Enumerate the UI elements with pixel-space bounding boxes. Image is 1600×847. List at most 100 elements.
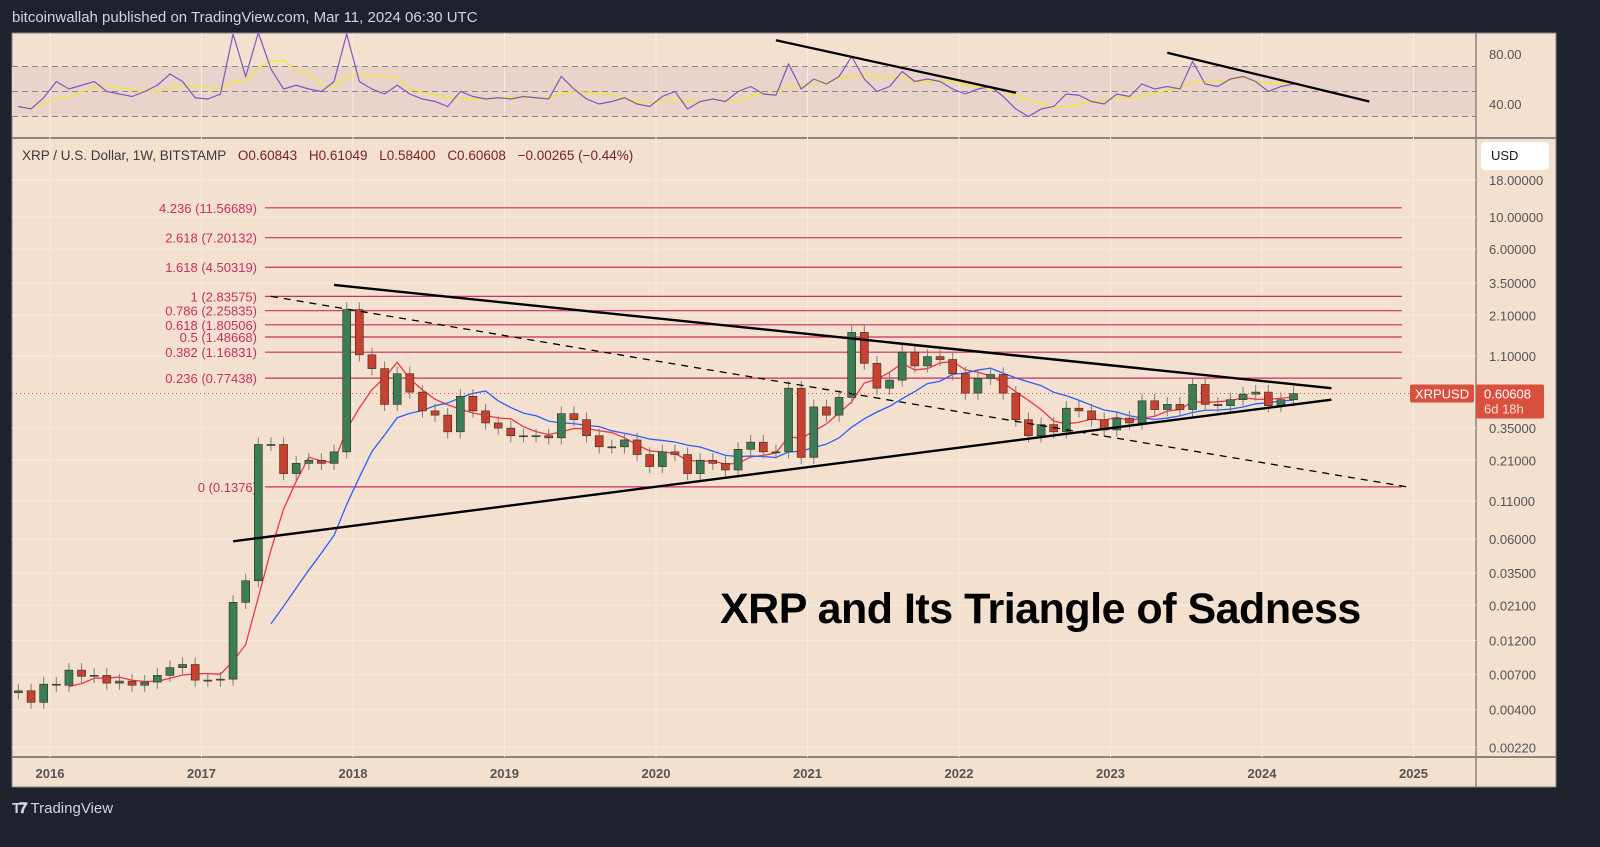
candle: [1251, 384, 1260, 401]
candle: [1074, 401, 1084, 418]
price-axis-label: 0.00700: [1489, 667, 1536, 682]
candle-body: [64, 669, 74, 686]
time-axis-label: 2024: [1248, 766, 1278, 781]
candle: [1011, 385, 1021, 427]
candle: [481, 403, 490, 430]
candle-body: [506, 427, 516, 437]
rsi-trendline: [775, 39, 1017, 94]
candle: [165, 660, 175, 683]
fib-level-label: 0.236 (0.77438): [165, 371, 257, 386]
candle-body: [658, 451, 667, 467]
time-axis-label: 2023: [1096, 766, 1125, 781]
candle-body: [759, 441, 768, 453]
candle: [961, 366, 970, 400]
fib-level-label: 1 (2.83575): [191, 289, 258, 304]
fib-level-label: 0.786 (2.25835): [165, 304, 257, 319]
candle-body: [695, 459, 705, 474]
candle: [1087, 403, 1096, 427]
candle: [519, 428, 528, 443]
candle-body: [796, 387, 806, 458]
candle-body: [986, 374, 995, 379]
price-tag-value: 0.60608: [1484, 387, 1531, 402]
candle: [557, 406, 566, 445]
fib-level-label: 2.618 (7.20132): [165, 231, 257, 246]
candle-body: [468, 396, 478, 412]
close-value: C0.60608: [447, 148, 506, 163]
candle-body: [254, 444, 263, 582]
candle: [392, 366, 402, 412]
trendline-solid: [232, 398, 1332, 543]
candle-body: [1036, 424, 1046, 437]
fib-level-label: 0 (0.1376): [198, 480, 257, 495]
fib-level-label: 0.382 (1.16831): [165, 345, 257, 360]
candle-body: [708, 459, 718, 464]
candle-body: [1062, 407, 1071, 433]
candle: [14, 683, 23, 700]
chart-annotation-title: XRP and Its Triangle of Sadness: [720, 585, 1361, 633]
candle-body: [392, 373, 402, 405]
price-axis-label: 1.10000: [1489, 349, 1536, 364]
candle: [1163, 397, 1172, 417]
candle-body: [935, 356, 945, 360]
candle: [1200, 377, 1210, 412]
candle: [923, 349, 932, 373]
candle: [456, 389, 465, 439]
candle: [77, 662, 86, 683]
candle: [872, 356, 882, 395]
candle-body: [203, 679, 213, 682]
candle-body: [39, 683, 48, 703]
candle: [897, 344, 907, 387]
candle: [809, 399, 819, 464]
candle-body: [557, 413, 566, 439]
candle-body: [77, 669, 86, 677]
candle-body: [998, 374, 1008, 394]
fib-level-label: 0.5 (1.48668): [180, 330, 257, 345]
candle: [1238, 387, 1248, 407]
candle: [822, 399, 831, 422]
candle-body: [822, 406, 831, 416]
candle-body: [342, 309, 351, 453]
candle: [1213, 397, 1223, 413]
candle: [973, 371, 983, 400]
candle-body: [456, 396, 465, 433]
candle: [342, 302, 351, 459]
candle: [190, 657, 200, 687]
candle-body: [860, 332, 869, 364]
candle: [986, 367, 995, 386]
candle: [216, 671, 225, 687]
publish-info: bitcoinwallah published on TradingView.c…: [12, 9, 478, 26]
candle: [430, 403, 440, 422]
candle: [834, 390, 844, 422]
candle: [1175, 397, 1185, 417]
candle-body: [115, 680, 124, 684]
candle-body: [329, 451, 339, 464]
candle-body: [544, 435, 553, 439]
candle-body: [670, 451, 680, 455]
candle: [1150, 393, 1159, 417]
candle: [1226, 392, 1235, 413]
candle-body: [771, 451, 781, 454]
candle: [569, 406, 579, 427]
candle-body: [531, 435, 541, 438]
symbol-name: XRP / U.S. Dollar, 1W, BITSTAMP: [22, 148, 227, 163]
price-axis-label: 0.06000: [1489, 532, 1536, 547]
candle-body: [872, 362, 882, 389]
candle: [241, 573, 250, 609]
candle: [695, 453, 705, 481]
time-axis-label: 2016: [36, 766, 65, 781]
candle: [582, 412, 591, 443]
currency-button[interactable]: USD: [1481, 142, 1549, 170]
candle: [26, 683, 36, 709]
price-axis-label: 0.01200: [1489, 634, 1536, 649]
candle: [721, 456, 730, 477]
candle: [1188, 377, 1197, 417]
candle: [935, 349, 945, 367]
candle-body: [910, 351, 920, 367]
open-value: O0.60843: [237, 148, 298, 163]
candle: [228, 595, 238, 686]
tradingview-logo[interactable]: T𝟕 TradingView: [12, 800, 113, 817]
candle: [355, 302, 364, 362]
candle: [1062, 401, 1071, 439]
price-axis-label: 18.00000: [1489, 173, 1543, 188]
